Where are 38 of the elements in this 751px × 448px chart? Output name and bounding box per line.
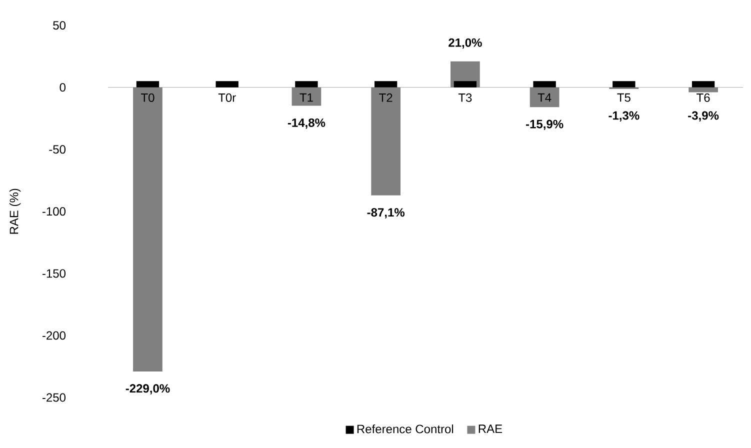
y-tick-label: -250 xyxy=(42,393,66,402)
y-tick-label: -50 xyxy=(49,145,66,154)
bar xyxy=(688,88,718,92)
x-tick-label: T1 xyxy=(300,94,313,102)
bar xyxy=(692,81,715,88)
x-tick-label: T2 xyxy=(379,94,392,102)
y-tick-label: 0 xyxy=(60,83,66,92)
data-label: 21,0% xyxy=(448,38,482,49)
bar xyxy=(530,88,560,108)
data-label: -14,8% xyxy=(288,118,326,129)
bar xyxy=(216,81,238,88)
y-tick-label: 50 xyxy=(53,21,66,30)
bar xyxy=(374,81,398,88)
x-tick-label: T3 xyxy=(458,94,472,102)
bar xyxy=(136,81,160,88)
bar xyxy=(454,81,477,88)
bar xyxy=(292,88,322,106)
x-tick-label: T4 xyxy=(538,94,552,102)
data-label: -1,3% xyxy=(608,111,640,122)
data-label: -229,0% xyxy=(126,384,170,395)
bar xyxy=(371,88,401,196)
x-tick-label: T0 xyxy=(141,94,154,102)
y-tick-label: -150 xyxy=(42,269,66,278)
bar xyxy=(133,88,162,372)
x-tick-label: T5 xyxy=(617,94,630,102)
x-tick-label: T6 xyxy=(696,94,710,102)
data-label: -87,1% xyxy=(367,208,405,219)
bar xyxy=(612,81,636,88)
bar xyxy=(533,81,556,88)
data-label: -3,9% xyxy=(688,111,719,122)
y-tick-label: -200 xyxy=(42,331,66,340)
data-label: -15,9% xyxy=(526,120,564,130)
y-tick-label: -100 xyxy=(42,207,66,216)
x-tick-label: T0r xyxy=(218,94,236,102)
y-axis-title: RAE (%) xyxy=(9,189,21,234)
bar xyxy=(295,81,318,88)
legend-label: RAE xyxy=(478,424,502,434)
legend-label: Reference Control xyxy=(357,424,454,434)
